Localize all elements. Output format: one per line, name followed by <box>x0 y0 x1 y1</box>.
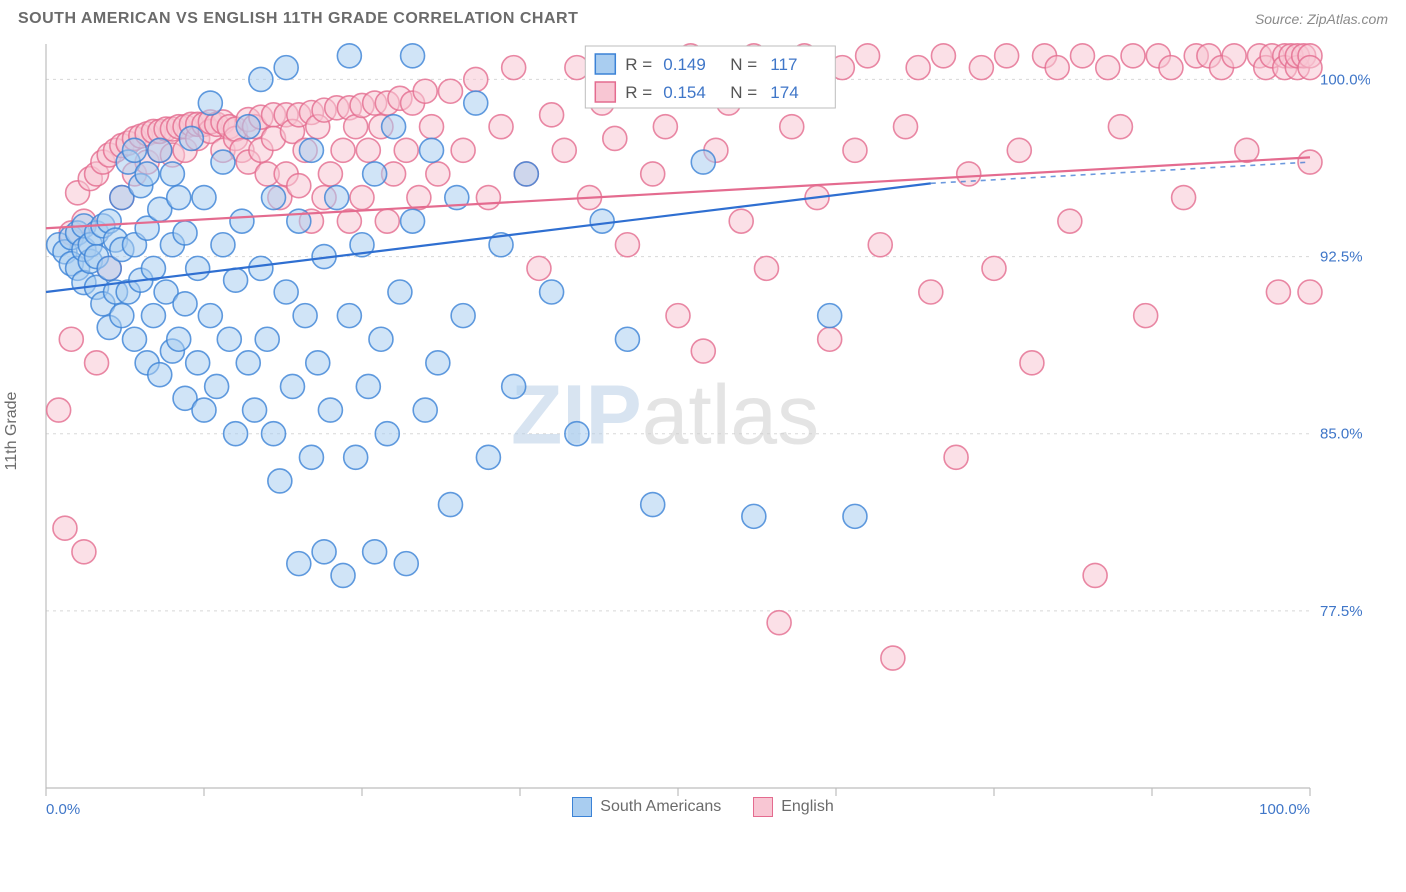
svg-text:R =: R = <box>625 55 652 74</box>
chart-title: SOUTH AMERICAN VS ENGLISH 11TH GRADE COR… <box>18 10 578 28</box>
scatter-plot: 77.5% 85.0% 92.5% 100.0% ZIPatlas 0.0% 100.0% R… <box>40 38 1370 818</box>
svg-text:N =: N = <box>730 83 757 102</box>
svg-text:85.0%: 85.0% <box>1320 426 1363 443</box>
svg-text:92.5%: 92.5% <box>1320 249 1363 266</box>
svg-text:ZIPatlas: ZIPatlas <box>511 368 819 462</box>
svg-text:0.154: 0.154 <box>663 83 706 102</box>
svg-text:174: 174 <box>770 83 798 102</box>
svg-text:100.0%: 100.0% <box>1259 801 1310 818</box>
svg-text:R =: R = <box>625 83 652 102</box>
svg-text:100.0%: 100.0% <box>1320 71 1370 88</box>
svg-text:0.149: 0.149 <box>663 55 706 74</box>
y-axis-label: 11th Grade <box>3 391 21 470</box>
chart-area: 11th Grade 77.5%85.0%92.5%100.0%ZIPatlas… <box>40 38 1406 823</box>
svg-text:117: 117 <box>770 55 797 74</box>
svg-text:N =: N = <box>730 55 757 74</box>
svg-text:0.0%: 0.0% <box>46 801 80 818</box>
svg-text:77.5%: 77.5% <box>1320 603 1363 620</box>
chart-source: Source: ZipAtlas.com <box>1255 11 1388 27</box>
